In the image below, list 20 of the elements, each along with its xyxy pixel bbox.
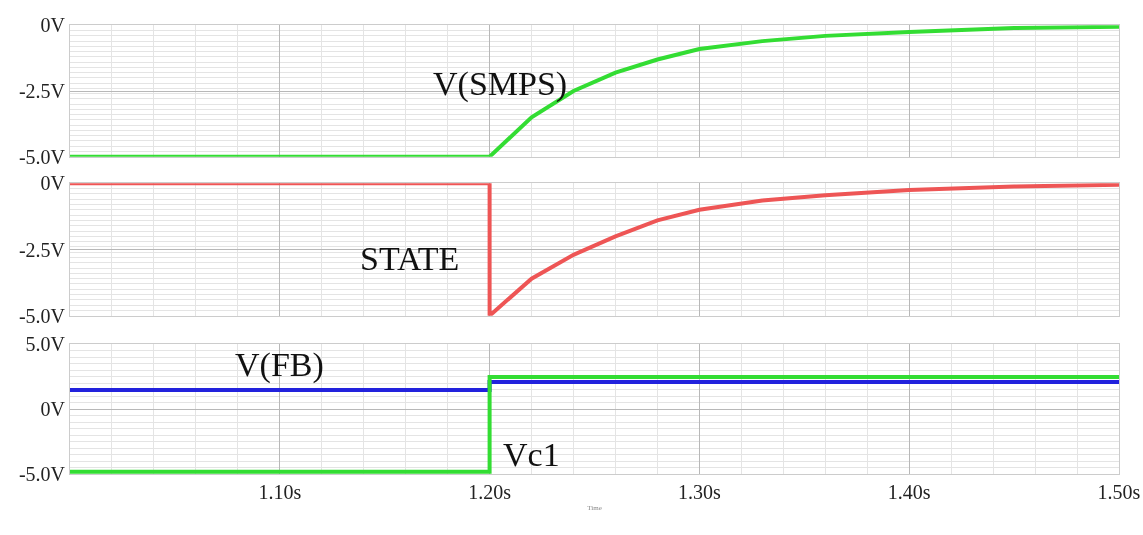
x-tick-label: 1.40s — [887, 481, 931, 504]
y-tick-label: 0V — [40, 172, 66, 195]
x-tick-label: 1.50s — [1097, 481, 1141, 504]
y-tick-label: -2.5V — [18, 80, 66, 103]
line-series — [70, 25, 1119, 157]
y-tick-label: -2.5V — [18, 238, 66, 261]
series-label: V(SMPS) — [433, 65, 568, 103]
x-tick-label: 1.30s — [678, 481, 721, 504]
y-tick-label: -5.0V — [18, 145, 66, 168]
line-series — [70, 183, 1119, 316]
y-tick-label: 0V — [40, 398, 66, 421]
series-label: STATE — [360, 240, 460, 277]
y-tick-label: -5.0V — [18, 463, 66, 486]
series-label: V(FB) — [235, 346, 324, 384]
y-tick-label: 5.0V — [25, 333, 66, 356]
x-tick-label: 1.10s — [258, 481, 302, 504]
y-tick-label: -5.0V — [18, 304, 66, 327]
x-tick-label: 1.20s — [468, 481, 512, 504]
y-tick-label: 0V — [40, 14, 66, 37]
series-label: Vc1 — [503, 436, 560, 473]
